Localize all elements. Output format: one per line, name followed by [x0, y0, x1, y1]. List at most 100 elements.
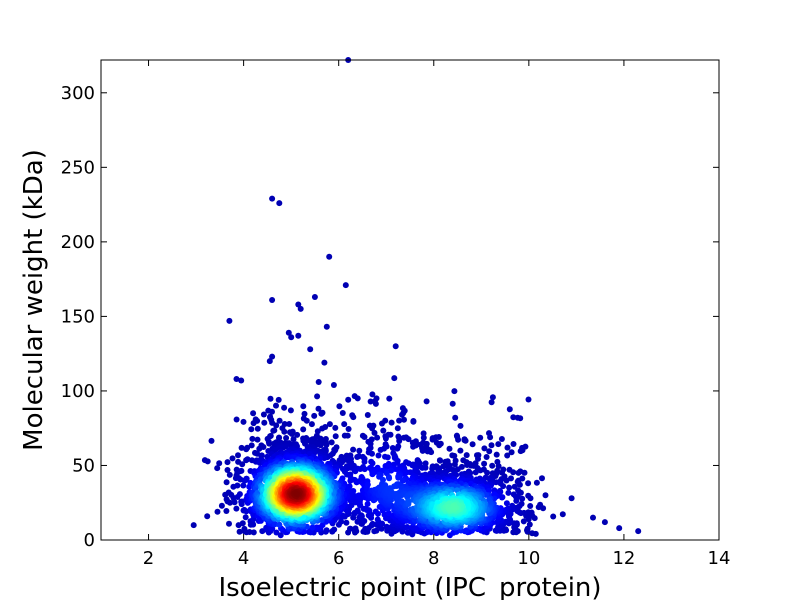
- data-point: [535, 504, 542, 511]
- data-point: [303, 417, 310, 424]
- data-point: [293, 490, 300, 497]
- data-point: [295, 301, 302, 308]
- data-point: [449, 452, 456, 459]
- data-point: [323, 441, 330, 448]
- data-point: [235, 452, 241, 459]
- data-point: [396, 417, 403, 424]
- data-point: [311, 294, 318, 300]
- data-point: [437, 457, 444, 464]
- data-point: [311, 412, 318, 419]
- y-tick-label: 250: [61, 157, 95, 178]
- data-point: [451, 388, 458, 395]
- data-point: [369, 450, 375, 457]
- data-point: [354, 395, 361, 402]
- data-point: [454, 466, 461, 473]
- data-point: [525, 396, 532, 403]
- data-point: [250, 529, 257, 536]
- data-point: [373, 527, 380, 534]
- data-point: [495, 463, 502, 470]
- data-point: [500, 483, 507, 490]
- plot-frame: [100, 59, 720, 541]
- data-point: [321, 359, 328, 366]
- data-point: [510, 469, 517, 476]
- data-point: [401, 470, 408, 477]
- data-point: [240, 482, 247, 489]
- x-tick-label: 8: [428, 548, 439, 569]
- data-point: [254, 436, 261, 443]
- data-point: [269, 297, 276, 303]
- data-point: [273, 422, 280, 429]
- data-point: [328, 439, 335, 446]
- data-point: [489, 462, 496, 469]
- data-point: [388, 419, 395, 426]
- data-point: [394, 445, 401, 452]
- data-point: [277, 532, 284, 539]
- data-point: [248, 442, 255, 449]
- x-axis: 2 4 6 8 10 12 14: [143, 60, 730, 569]
- y-tick-label: 300: [61, 83, 95, 104]
- data-point: [269, 195, 276, 202]
- data-point: [509, 502, 516, 509]
- data-point: [326, 421, 333, 428]
- data-point: [469, 441, 476, 448]
- data-point: [266, 440, 273, 447]
- data-point: [352, 525, 359, 532]
- data-point: [249, 435, 256, 442]
- data-point: [332, 433, 339, 440]
- data-point: [503, 477, 510, 484]
- data-point: [361, 434, 368, 440]
- data-point: [314, 393, 321, 400]
- data-point: [345, 426, 352, 432]
- data-point: [635, 528, 642, 535]
- x-tick-label: 10: [517, 548, 540, 569]
- data-point: [223, 508, 230, 514]
- data-point: [218, 502, 225, 509]
- data-point: [344, 471, 350, 478]
- data-point: [281, 428, 288, 435]
- data-point: [463, 527, 470, 534]
- data-point: [281, 404, 288, 411]
- x-tick-label: 4: [238, 548, 249, 569]
- data-point: [542, 492, 549, 499]
- data-point: [423, 398, 430, 405]
- data-point: [350, 414, 357, 421]
- data-point: [525, 492, 532, 499]
- data-point: [307, 346, 314, 353]
- data-point: [226, 471, 233, 478]
- data-point: [436, 442, 443, 449]
- data-point: [394, 425, 401, 432]
- data-point: [510, 491, 517, 498]
- data-point: [451, 461, 458, 468]
- data-point: [374, 434, 381, 441]
- data-point: [520, 518, 527, 525]
- data-point: [371, 429, 378, 436]
- data-point: [290, 436, 297, 443]
- data-point: [319, 425, 326, 432]
- data-point: [241, 525, 248, 532]
- data-point: [429, 436, 436, 443]
- data-point: [420, 434, 427, 441]
- data-point: [233, 416, 240, 423]
- data-point: [508, 449, 515, 456]
- data-point: [248, 426, 255, 433]
- data-point: [484, 469, 491, 476]
- data-point: [204, 458, 211, 465]
- data-point: [483, 454, 490, 460]
- data-point: [590, 514, 596, 521]
- data-point: [338, 518, 345, 525]
- data-point: [297, 305, 304, 312]
- y-tick-label: 50: [72, 455, 95, 476]
- data-point: [527, 503, 534, 509]
- data-point: [533, 479, 540, 486]
- y-tick-label: 150: [61, 306, 95, 327]
- x-tick-label: 2: [143, 548, 154, 569]
- data-point: [336, 403, 343, 410]
- data-point: [272, 447, 279, 454]
- data-point: [506, 406, 513, 413]
- data-point: [449, 400, 456, 407]
- data-point: [369, 425, 376, 432]
- data-point: [529, 530, 536, 537]
- data-point: [405, 436, 412, 443]
- data-point: [208, 437, 215, 444]
